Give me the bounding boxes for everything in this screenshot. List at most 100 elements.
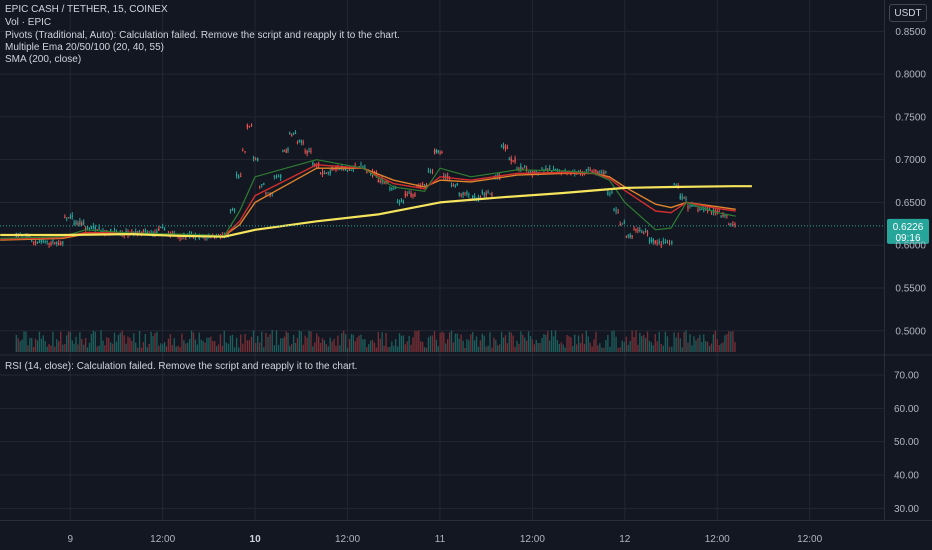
volume-bar xyxy=(516,340,518,352)
volume-bar xyxy=(487,345,489,352)
candle-body xyxy=(437,150,439,153)
candle-body xyxy=(364,166,366,168)
candle-body xyxy=(66,217,68,219)
volume-bar xyxy=(312,346,314,352)
candle-body xyxy=(300,140,302,142)
volume-bar xyxy=(587,336,589,352)
volume-bar xyxy=(633,336,635,352)
volume-bar xyxy=(396,346,399,352)
candle-body xyxy=(360,164,362,166)
volume-bar xyxy=(283,336,286,352)
candle-body xyxy=(545,168,547,171)
volume-bar xyxy=(705,341,707,352)
volume-bar xyxy=(402,335,405,352)
candle-body xyxy=(94,226,96,230)
candle-body xyxy=(466,191,468,195)
volume-bar xyxy=(716,339,718,352)
volume-bar xyxy=(613,330,615,352)
candle-body xyxy=(179,236,181,239)
volume-bar xyxy=(319,343,322,352)
volume-bar xyxy=(171,344,173,352)
currency-button[interactable]: USDT xyxy=(889,4,927,22)
volume-bar xyxy=(552,336,555,352)
volume-bar xyxy=(539,343,541,352)
candle-body xyxy=(306,150,308,154)
candle-body xyxy=(456,183,458,186)
candle-body xyxy=(643,233,645,235)
volume-bar xyxy=(368,344,370,352)
volume-bar xyxy=(333,338,335,352)
candle-body xyxy=(423,184,426,186)
candle-body xyxy=(325,172,328,174)
volume-bar xyxy=(142,342,145,352)
volume-bar xyxy=(115,341,118,352)
price-tick-label: 0.5000 xyxy=(895,326,926,337)
volume-bar xyxy=(240,334,242,352)
volume-bar xyxy=(701,342,703,352)
volume-bar xyxy=(520,331,522,352)
volume-bar xyxy=(138,330,141,352)
volume-bar xyxy=(215,346,218,352)
volume-bar xyxy=(111,343,114,352)
volume-bar xyxy=(431,335,434,352)
volume-bar xyxy=(508,331,510,352)
candle-body xyxy=(310,150,312,152)
volume-bar xyxy=(554,330,557,352)
candle-body xyxy=(439,152,441,154)
volume-bar xyxy=(518,343,520,352)
candle-body xyxy=(541,167,543,169)
volume-bar xyxy=(339,345,341,352)
candle-body xyxy=(683,197,685,199)
candle-body xyxy=(597,171,599,174)
candle-body xyxy=(323,172,326,174)
volume-bar xyxy=(221,345,224,352)
rsi-tick-label: 70.00 xyxy=(894,371,919,382)
candle-body xyxy=(535,170,537,173)
volume-bar xyxy=(304,335,306,352)
volume-bar xyxy=(358,335,360,352)
volume-bar xyxy=(385,332,387,352)
candle-body xyxy=(42,240,44,242)
candle-body xyxy=(81,222,83,226)
candle-body xyxy=(433,150,436,154)
time-tick-label: 10 xyxy=(250,534,262,545)
candle-body xyxy=(589,169,591,171)
candle-body xyxy=(454,185,457,187)
volume-bar xyxy=(564,347,566,352)
volume-bar xyxy=(227,343,230,352)
volume-bar xyxy=(681,347,683,352)
volume-bar xyxy=(163,342,166,352)
volume-bar xyxy=(15,334,17,352)
candle-body xyxy=(472,195,474,199)
volume-bar xyxy=(425,347,428,352)
candle-body xyxy=(146,232,148,234)
rsi-tick-label: 40.00 xyxy=(894,471,919,482)
volume-bar xyxy=(38,331,41,352)
volume-bar xyxy=(214,341,216,352)
candle-body xyxy=(695,205,697,207)
volume-bar xyxy=(244,333,246,352)
candle-body xyxy=(304,151,306,153)
volume-bar xyxy=(84,337,87,352)
volume-bar xyxy=(609,346,611,352)
candle-body xyxy=(483,193,485,195)
countdown-label: 09:16 xyxy=(895,233,920,244)
pivots-legend: Pivots (Traditional, Auto): Calculation … xyxy=(5,30,400,41)
candle-body xyxy=(231,208,234,211)
candle-body xyxy=(252,157,255,159)
volume-bar xyxy=(371,340,374,352)
volume-bar xyxy=(635,330,637,352)
volume-bar xyxy=(441,331,443,352)
volume-bar xyxy=(119,332,121,352)
volume-bar xyxy=(259,342,261,352)
volume-bar xyxy=(154,333,156,352)
volume-bar xyxy=(257,336,259,352)
candle-body xyxy=(38,241,41,243)
time-tick-label: 12:00 xyxy=(150,534,175,545)
candle-body xyxy=(298,140,301,142)
volume-bar xyxy=(158,345,160,352)
volume-bar xyxy=(173,338,175,352)
volume-bar xyxy=(408,335,410,352)
volume-bar xyxy=(127,336,129,352)
